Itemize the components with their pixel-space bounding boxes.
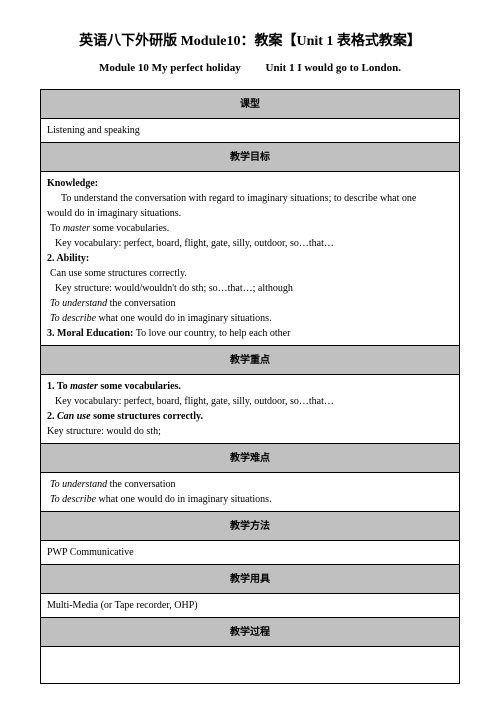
kp-line1-post: some vocabularies. (98, 381, 181, 392)
key-vocab: Key vocabulary: perfect, board, flight, … (47, 238, 334, 249)
describe-rest: what one would do in imaginary situation… (96, 313, 272, 324)
key-structure: Key structure: would/wouldn't do sth; so… (47, 283, 293, 294)
difficulties-content: To understand the conversation To descri… (41, 473, 460, 512)
diff-line2-rest: what one would do in imaginary situation… (96, 494, 272, 505)
kp-line3-pre: 2. (47, 411, 57, 422)
kp-line4: Key structure: would do sth; (47, 426, 161, 437)
moral-content: To love our country, to help each other (133, 328, 290, 339)
section-header-difficulties: 教学难点 (41, 444, 460, 473)
subtitle-right: Unit 1 I would go to London. (266, 62, 401, 74)
understand-rest: the conversation (107, 298, 175, 309)
master-italic: master (63, 223, 90, 234)
master-rest: some vocabularies. (90, 223, 169, 234)
section-header-type: 课型 (41, 90, 460, 119)
moral-label: 3. Moral Education: (47, 328, 133, 339)
main-title: 英语八下外研版 Module10：教案【Unit 1 表格式教案】 (40, 30, 460, 50)
understand-italic: To understand (47, 298, 107, 309)
subtitle-left: Module 10 My perfect holiday (99, 62, 241, 74)
section-header-tools: 教学用具 (41, 565, 460, 594)
section-header-objectives: 教学目标 (41, 143, 460, 172)
lesson-plan-page: 英语八下外研版 Module10：教案【Unit 1 表格式教案】 Module… (0, 0, 500, 714)
diff-line1-italic: To understand (47, 479, 107, 490)
master-pre: To (47, 223, 63, 234)
ability-line: Can use some structures correctly. (47, 268, 187, 279)
kp-line1-pre: 1. To (47, 381, 70, 392)
method-content: PWP Communicative (41, 541, 460, 565)
keypoints-content: 1. To master some vocabularies. Key voca… (41, 375, 460, 444)
kp-line1-italic: master (70, 381, 98, 392)
knowledge-line2: would do in imaginary situations. (47, 208, 181, 219)
sub-title: Module 10 My perfect holiday Unit 1 I wo… (40, 62, 460, 74)
ability-label: 2. Ability: (47, 253, 89, 264)
diff-line2-italic: To describe (47, 494, 96, 505)
section-header-process: 教学过程 (41, 618, 460, 647)
tools-content: Multi-Media (or Tape recorder, OHP) (41, 594, 460, 618)
knowledge-label: Knowledge: (47, 178, 98, 189)
kp-line3-italic: Can use (57, 411, 91, 422)
kp-line2: Key vocabulary: perfect, board, flight, … (47, 396, 334, 407)
process-content (41, 647, 460, 684)
section-header-method: 教学方法 (41, 512, 460, 541)
lesson-table: 课型 Listening and speaking 教学目标 Knowledge… (40, 89, 460, 684)
section-header-keypoints: 教学重点 (41, 346, 460, 375)
objectives-content: Knowledge: To understand the conversatio… (41, 172, 460, 346)
describe-italic: To describe (47, 313, 96, 324)
diff-line1-rest: the conversation (107, 479, 175, 490)
type-content: Listening and speaking (41, 119, 460, 143)
knowledge-line1: To understand the conversation with rega… (47, 191, 453, 206)
kp-line3-post: some structures correctly. (91, 411, 203, 422)
